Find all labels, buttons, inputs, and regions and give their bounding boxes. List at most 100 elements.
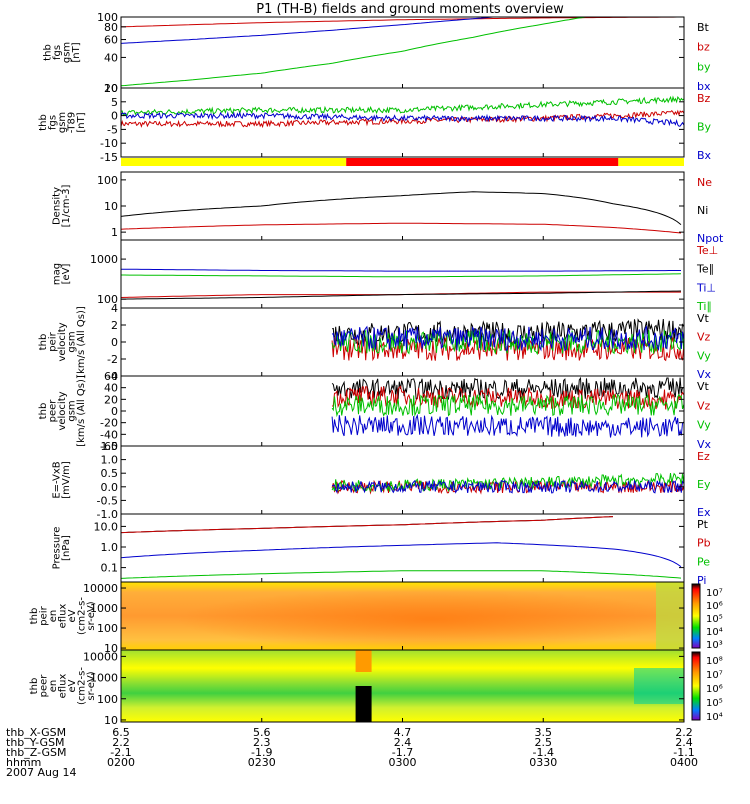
y-axis-label: Density <box>52 187 63 225</box>
footer-z-gsm: -1.7 <box>392 746 413 759</box>
legend-bz: bz <box>697 41 710 54</box>
footer-row-label: thb_X-GSM <box>6 726 66 739</box>
y-tick-label: -10 <box>100 137 118 150</box>
footer-x-gsm: 5.6 <box>253 726 271 739</box>
y-tick-label: -20 <box>100 417 118 430</box>
series-line-Bx <box>121 111 684 127</box>
y-tick-label: 10000 <box>83 582 118 595</box>
y-axis-label: thb <box>38 114 49 131</box>
legend-Vx: Vx <box>697 368 712 381</box>
legend-Te∥: Te∥ <box>696 263 714 276</box>
legend-Ni: Ni <box>697 204 708 217</box>
panel-frame <box>120 375 685 447</box>
y-axis-label: velocity <box>57 391 68 430</box>
series-line-Ti∥ <box>121 273 682 278</box>
spectrogram-data-gap <box>355 686 372 722</box>
colorbar-label: 10⁴ <box>706 627 723 638</box>
series-line-bx <box>121 17 499 44</box>
colorbar-label: 10⁶ <box>706 601 723 612</box>
colorbar-label: 10⁷ <box>706 588 723 599</box>
y-axis-label: E=-VxB <box>52 461 63 498</box>
y-axis-label: peer <box>39 674 50 698</box>
legend-Vx: Vx <box>697 438 712 451</box>
footer-z-gsm: -1.9 <box>251 746 272 759</box>
panel-8: 10.0 1.0 0.1 Pressure[nPa] Pt Pb Pe Pi <box>52 513 711 587</box>
footer-row-label: thb_Y-GSM <box>6 736 65 749</box>
y-axis-label: sr-eV) <box>86 671 97 700</box>
legend-Pb: Pb <box>697 537 711 550</box>
panel-10: 10⁸ 10⁷ 10⁶ 10⁵ 10⁴ 10000 1000 100 10 thbpeerenef… <box>29 649 723 727</box>
y-tick-label: 10000 <box>83 650 118 663</box>
series-line-by <box>121 17 590 87</box>
y-tick-label: -4 <box>107 370 118 383</box>
colorbar-label: 10³ <box>706 640 723 651</box>
y-tick-label: -40 <box>100 428 118 441</box>
panel-series-group <box>121 95 684 129</box>
series-line-Pi <box>121 542 682 568</box>
footer-hhmm: 0200 <box>107 756 135 769</box>
colorbar <box>691 651 701 721</box>
y-tick-label: 10 <box>104 200 118 213</box>
footer-row-label: hhmm <box>6 756 41 769</box>
footer-z-gsm: -2.1 <box>110 746 131 759</box>
colorbar-label: 10⁵ <box>706 614 723 625</box>
series-line-Ti⊥ <box>121 268 681 272</box>
legend-Pt: Pt <box>697 518 709 531</box>
y-axis-label: peir <box>39 605 50 625</box>
y-tick-label: -1.0 <box>97 508 118 521</box>
legend-Ne: Ne <box>697 176 712 189</box>
y-axis-label: gsm <box>67 331 78 352</box>
series-line-Vy <box>331 393 684 418</box>
legend-Vy: Vy <box>697 419 711 432</box>
y-tick-label: 60 <box>104 370 118 383</box>
y-axis-label: -T89 <box>67 112 78 134</box>
series-line-Ex <box>331 479 684 494</box>
mode-bar-slow <box>121 158 347 166</box>
legend-Bz: Bz <box>697 92 711 105</box>
footer-y-gsm: 2.3 <box>253 736 271 749</box>
footer-y-gsm: 2.2 <box>112 736 130 749</box>
y-tick-label: 10 <box>104 642 118 655</box>
colorbar-label: 10⁵ <box>706 698 723 709</box>
panel-3: 100 10 1 Density[1/cm-3] Ne Ni Npot <box>52 171 724 245</box>
y-axis-label: eV <box>67 679 78 692</box>
footer-y-gsm: 2.5 <box>535 736 553 749</box>
series-line-Pe <box>121 570 682 579</box>
y-axis-label: eflux <box>58 674 69 699</box>
y-tick-label: -0.5 <box>97 494 118 507</box>
panel-frame <box>120 16 685 89</box>
y-tick-label: 100 <box>97 11 118 24</box>
footer-z-gsm: -1.1 <box>673 746 694 759</box>
legend-Ti∥: Ti∥ <box>696 300 712 313</box>
y-tick-label: 10.0 <box>94 520 119 533</box>
y-tick-label: 20 <box>104 393 118 406</box>
legend-Ex: Ex <box>697 506 711 519</box>
series-line-Vx <box>331 413 684 438</box>
y-tick-label: 100 <box>97 693 118 706</box>
y-axis-label: [nPa] <box>61 535 72 561</box>
y-tick-label: 100 <box>97 293 118 306</box>
y-axis-label: thb <box>38 403 49 420</box>
legend-Te⊥: Te⊥ <box>696 244 718 257</box>
panel-frame <box>120 87 685 158</box>
y-tick-label: 20 <box>104 82 118 95</box>
y-axis-label: fgs <box>48 115 59 130</box>
y-axis-label: [km/s (All Qs)] <box>76 306 87 378</box>
y-axis-label: en <box>48 680 59 693</box>
panel-series-group <box>121 268 682 300</box>
y-tick-label: 60 <box>104 34 118 47</box>
y-tick-label: 80 <box>104 21 118 34</box>
y-axis-label: thb <box>29 608 40 625</box>
spectrogram-electron-edge <box>634 668 684 704</box>
y-tick-label: 1000 <box>90 253 118 266</box>
y-tick-label: 0 <box>111 336 118 349</box>
panel-series-group <box>331 376 684 438</box>
y-tick-label: -5 <box>107 123 118 136</box>
y-tick-label: 1.0 <box>101 454 119 467</box>
